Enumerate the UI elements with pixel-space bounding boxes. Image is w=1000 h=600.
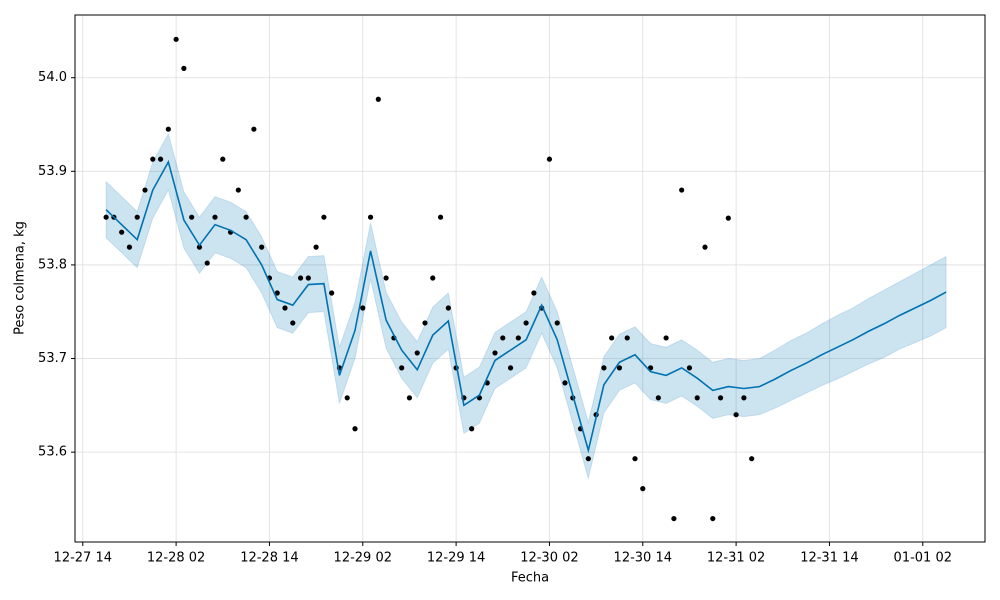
observation-point bbox=[103, 214, 109, 220]
observation-point bbox=[640, 486, 646, 492]
observation-point bbox=[134, 214, 140, 220]
plot-frame bbox=[74, 14, 986, 543]
observation-point bbox=[694, 395, 700, 401]
x-tick-label: 12-30 14 bbox=[614, 551, 672, 566]
observation-point bbox=[632, 456, 638, 462]
observation-point bbox=[515, 335, 521, 341]
observation-point bbox=[616, 365, 623, 371]
observation-point bbox=[181, 65, 187, 71]
y-axis-label: Peso colmena, kg bbox=[13, 221, 28, 335]
observation-point bbox=[546, 156, 553, 162]
observation-point bbox=[733, 412, 739, 418]
x-tick-label: 01-01 02 bbox=[894, 551, 952, 566]
observation-point bbox=[305, 275, 311, 281]
observation-point bbox=[251, 126, 257, 132]
observation-point bbox=[150, 156, 156, 162]
observation-point bbox=[749, 456, 755, 462]
observation-point bbox=[492, 350, 498, 356]
observation-point bbox=[725, 215, 731, 221]
observation-point bbox=[321, 214, 327, 220]
observation-point bbox=[157, 156, 164, 162]
observation-point bbox=[243, 214, 249, 220]
observation-point bbox=[430, 275, 436, 281]
observation-point bbox=[297, 275, 304, 281]
observation-point bbox=[531, 290, 537, 296]
observation-point bbox=[702, 244, 708, 250]
observation-point bbox=[663, 335, 669, 341]
x-tick-label: 12-29 14 bbox=[427, 551, 485, 566]
uncertainty-band bbox=[105, 132, 947, 481]
observation-point bbox=[329, 290, 335, 296]
observation-point bbox=[344, 395, 350, 401]
x-tick-label: 12-28 02 bbox=[147, 551, 205, 566]
observation-point bbox=[282, 305, 288, 311]
observation-point bbox=[437, 214, 444, 220]
observation-point bbox=[173, 36, 179, 42]
observation-point bbox=[352, 426, 358, 432]
observation-point bbox=[235, 187, 241, 193]
observation-point bbox=[741, 395, 747, 401]
y-tick-label: 53.9 bbox=[38, 164, 67, 179]
observation-point bbox=[445, 305, 451, 311]
y-tick-label: 53.7 bbox=[38, 351, 67, 366]
x-tick-label: 12-30 02 bbox=[520, 551, 578, 566]
observation-point bbox=[142, 187, 148, 193]
observation-point bbox=[554, 320, 560, 326]
observation-point bbox=[375, 96, 381, 102]
observation-point bbox=[671, 515, 677, 522]
observation-point bbox=[500, 335, 506, 341]
observation-point bbox=[290, 320, 296, 326]
x-tick-label: 12-31 02 bbox=[707, 551, 765, 566]
x-axis-label: Fecha bbox=[511, 571, 549, 586]
observation-point bbox=[562, 380, 568, 386]
x-tick-label: 12-27 14 bbox=[54, 551, 112, 566]
observation-point bbox=[609, 335, 615, 341]
x-tick-label: 12-28 14 bbox=[240, 551, 298, 566]
forecast-line bbox=[105, 159, 947, 454]
observation-point bbox=[686, 365, 693, 371]
observation-point bbox=[523, 320, 529, 326]
observation-point bbox=[414, 350, 420, 356]
observation-point bbox=[220, 156, 226, 162]
y-tick-label: 53.6 bbox=[38, 445, 67, 460]
observation-point bbox=[367, 214, 374, 220]
y-tick-label: 54.0 bbox=[38, 70, 67, 85]
observation-point bbox=[469, 426, 475, 432]
observation-point bbox=[274, 290, 280, 296]
observation-point bbox=[655, 395, 661, 401]
observation-point bbox=[189, 214, 195, 220]
observation-point bbox=[624, 335, 630, 341]
observation-point bbox=[259, 244, 265, 250]
observation-point bbox=[679, 187, 685, 193]
observation-point bbox=[126, 244, 133, 250]
x-tick-label: 12-29 02 bbox=[334, 551, 392, 566]
x-tick-label: 12-31 14 bbox=[800, 551, 858, 566]
observation-point bbox=[406, 395, 413, 401]
observation-point bbox=[585, 456, 591, 462]
observation-point bbox=[422, 320, 428, 326]
observation-point bbox=[399, 365, 405, 371]
observation-point bbox=[313, 244, 319, 250]
observation-point bbox=[196, 244, 203, 250]
observation-point bbox=[212, 214, 218, 220]
observation-point bbox=[383, 275, 389, 281]
observation-point bbox=[507, 365, 514, 371]
observation-point bbox=[204, 260, 210, 266]
observation-point bbox=[165, 126, 171, 132]
y-tick-label: 53.8 bbox=[38, 257, 67, 272]
observation-point bbox=[601, 365, 607, 371]
observation-point bbox=[119, 229, 125, 235]
observation-point bbox=[710, 515, 716, 522]
observation-point bbox=[360, 305, 366, 311]
observation-point bbox=[717, 395, 724, 401]
